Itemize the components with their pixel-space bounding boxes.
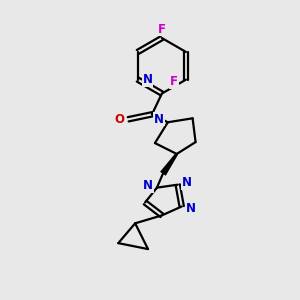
Text: N: N bbox=[154, 113, 164, 126]
Text: F: F bbox=[170, 75, 178, 88]
Text: F: F bbox=[158, 22, 166, 36]
Text: N: N bbox=[182, 176, 192, 189]
Text: N: N bbox=[143, 179, 153, 192]
Text: O: O bbox=[114, 113, 124, 126]
Text: N: N bbox=[143, 73, 153, 86]
Text: N: N bbox=[186, 202, 196, 215]
Polygon shape bbox=[160, 153, 178, 176]
